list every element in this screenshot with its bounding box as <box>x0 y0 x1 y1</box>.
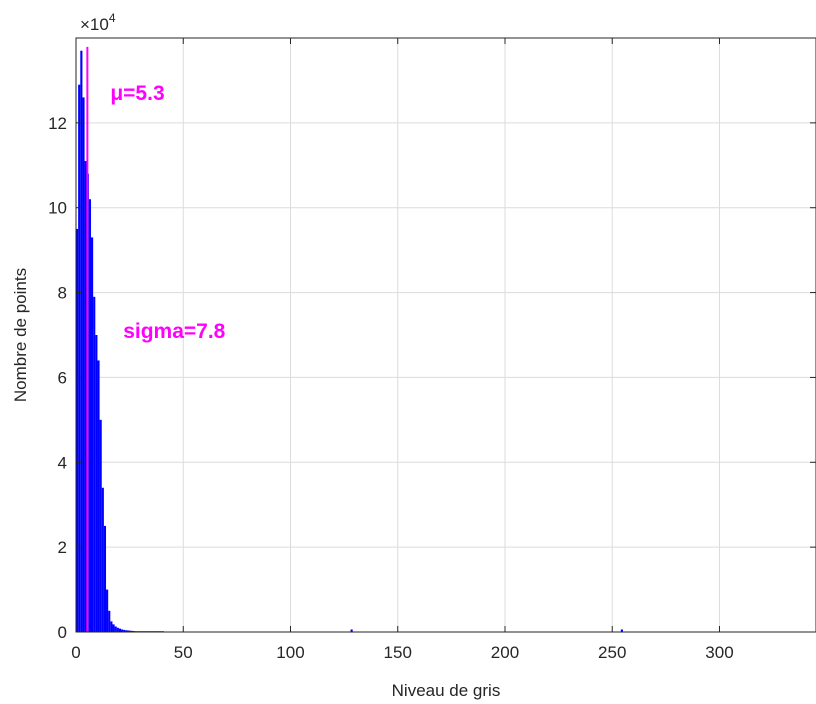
histogram-bar-21 <box>121 629 124 632</box>
histogram-bar-11 <box>99 419 102 632</box>
x-tick-label-6: 300 <box>705 643 733 662</box>
histogram-bar-19 <box>116 627 119 632</box>
y-tick-label-6: 12 <box>48 114 67 133</box>
y-exponent-power: 4 <box>109 11 116 25</box>
histogram-bar-22 <box>123 629 126 632</box>
y-tick-label-1: 2 <box>58 538 67 557</box>
histogram-bar-128 <box>350 629 353 632</box>
histogram-bar-26 <box>131 630 134 632</box>
histogram-bar-8 <box>93 296 96 632</box>
histogram-bar-16 <box>110 621 113 632</box>
annotation-0: μ=5.3 <box>110 82 164 105</box>
histogram-bar-14 <box>106 589 109 632</box>
histogram-bar-254 <box>620 629 623 632</box>
y-axis-label: Nombre de points <box>11 268 30 402</box>
histogram-bar-0 <box>76 228 79 632</box>
histogram-bar-1 <box>78 84 81 632</box>
x-tick-label-5: 250 <box>598 643 626 662</box>
y-tick-label-5: 10 <box>48 199 67 218</box>
x-tick-label-0: 0 <box>71 643 80 662</box>
histogram-bar-10 <box>97 360 100 632</box>
y-tick-label-0: 0 <box>58 623 67 642</box>
histogram-bar-18 <box>114 626 117 632</box>
x-ticks: 0 50 100 150 200 250 300 <box>71 38 734 662</box>
grid-lines <box>76 38 816 632</box>
y-tick-label-2: 4 <box>58 453 67 472</box>
annotation-1: sigma=7.8 <box>123 320 225 343</box>
x-tick-label-1: 50 <box>174 643 193 662</box>
y-tick-label-4: 8 <box>58 284 67 303</box>
histogram-bar-15 <box>108 610 111 632</box>
histogram-bar-2 <box>80 50 83 632</box>
annotations: μ=5.3 sigma=7.8 <box>110 82 225 343</box>
histogram-bar-4 <box>84 161 87 633</box>
histogram-bar-3 <box>82 97 85 632</box>
histogram-bar-17 <box>112 624 115 632</box>
histogram-bar-9 <box>95 335 98 632</box>
plot-frame <box>75 37 816 633</box>
histogram-bar-20 <box>118 628 122 632</box>
y-exponent-label: ×104 <box>80 11 116 34</box>
histogram-bar-6 <box>88 199 92 632</box>
x-tick-label-4: 200 <box>491 643 519 662</box>
histogram-bar-23 <box>125 630 128 632</box>
y-tick-label-3: 6 <box>58 368 67 387</box>
y-ticks: 0 2 4 6 8 10 12 <box>48 114 816 642</box>
histogram-bar-13 <box>103 525 107 632</box>
plot-background <box>76 38 816 632</box>
histogram-bar-25 <box>129 630 132 632</box>
y-exponent-base: ×10 <box>80 15 109 34</box>
histogram-bar-12 <box>101 487 104 632</box>
x-axis-label: Niveau de gris <box>392 681 501 700</box>
x-tick-label-2: 100 <box>276 643 304 662</box>
histogram-bar-7 <box>91 237 94 632</box>
histogram-bar-24 <box>127 630 130 632</box>
x-tick-label-3: 150 <box>384 643 412 662</box>
